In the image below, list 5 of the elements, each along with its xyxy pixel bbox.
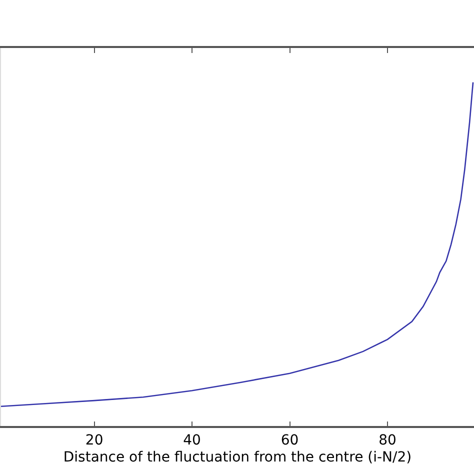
- x-axis-title: Distance of the fluctuation from the centre (i-N/2): [63, 449, 412, 466]
- x-tick-label: 40: [183, 432, 201, 449]
- x-tick-label: 60: [280, 432, 299, 449]
- x-tick-label: 80: [378, 432, 396, 449]
- x-tick-label: 20: [85, 432, 104, 449]
